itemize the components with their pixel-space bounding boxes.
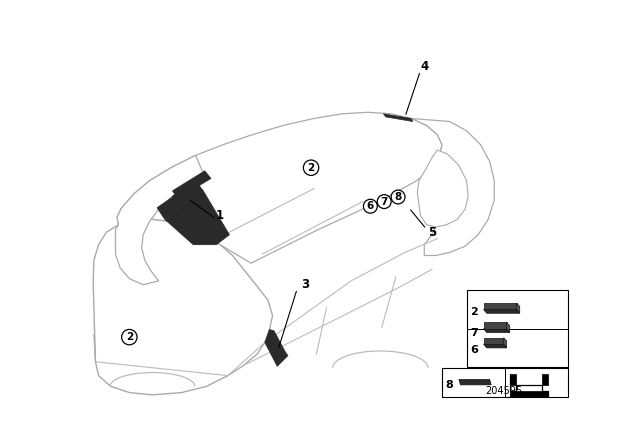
Text: 7: 7 [381, 197, 388, 207]
Polygon shape [484, 310, 520, 313]
Text: 3: 3 [301, 278, 309, 291]
Text: 204595: 204595 [485, 386, 522, 396]
Polygon shape [516, 303, 520, 313]
Polygon shape [411, 118, 494, 255]
Polygon shape [509, 391, 548, 396]
Text: 2: 2 [470, 307, 478, 317]
Polygon shape [117, 112, 442, 263]
Polygon shape [484, 323, 507, 329]
Text: 1: 1 [216, 209, 224, 222]
Polygon shape [504, 338, 507, 348]
Polygon shape [115, 155, 204, 285]
Polygon shape [265, 329, 274, 345]
Text: 2: 2 [125, 332, 133, 342]
Polygon shape [93, 220, 273, 395]
Text: 5: 5 [428, 226, 436, 239]
Polygon shape [507, 323, 509, 332]
Polygon shape [157, 181, 204, 220]
Polygon shape [484, 338, 504, 344]
Text: 7: 7 [470, 327, 478, 337]
Text: 4: 4 [420, 60, 428, 73]
Polygon shape [484, 303, 516, 310]
Circle shape [378, 195, 391, 208]
Polygon shape [172, 171, 211, 198]
Polygon shape [172, 183, 196, 204]
Polygon shape [383, 114, 413, 121]
Circle shape [364, 199, 378, 213]
Text: 2: 2 [307, 163, 315, 173]
Bar [442, 368, 568, 397]
Polygon shape [484, 329, 509, 332]
Polygon shape [509, 374, 516, 385]
Polygon shape [542, 374, 548, 385]
Text: 8: 8 [394, 192, 402, 202]
Polygon shape [265, 331, 285, 363]
Bar [467, 290, 568, 367]
Polygon shape [164, 191, 230, 245]
Text: 6: 6 [367, 201, 374, 211]
Circle shape [122, 329, 137, 345]
Text: 6: 6 [470, 345, 478, 355]
Polygon shape [276, 353, 288, 366]
Text: 8: 8 [446, 380, 454, 390]
Circle shape [391, 190, 405, 204]
Polygon shape [417, 150, 468, 227]
Circle shape [303, 160, 319, 176]
Polygon shape [484, 344, 507, 348]
Polygon shape [459, 379, 492, 385]
